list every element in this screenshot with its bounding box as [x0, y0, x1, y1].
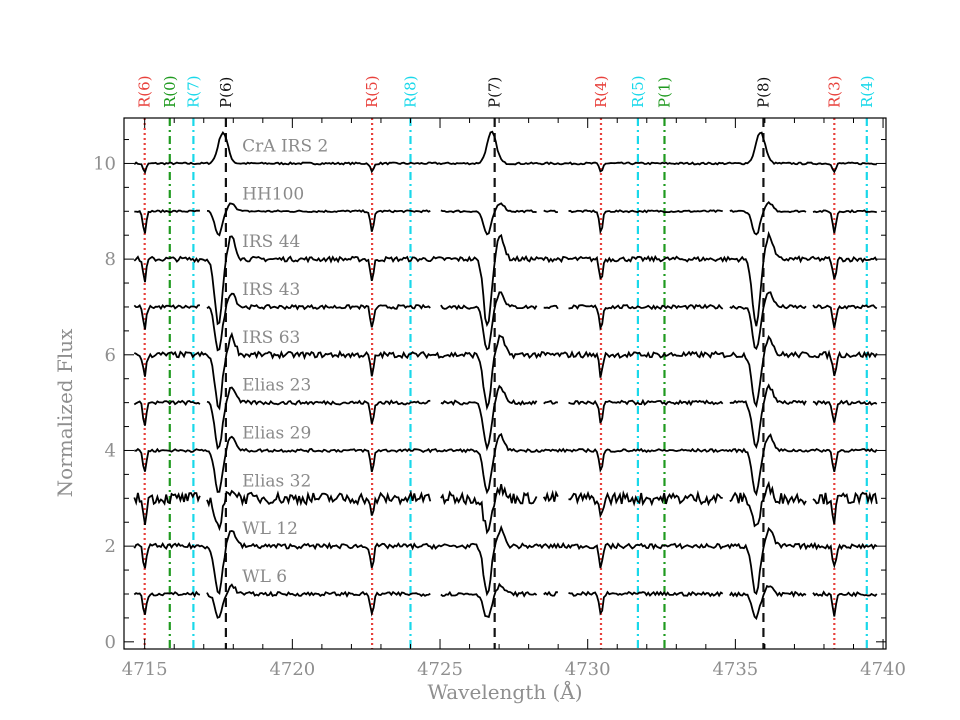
spectrum-5: [133, 383, 878, 452]
series-label-5: Elias 23: [242, 376, 311, 396]
x-axis-label: Wavelength (Å): [427, 679, 582, 704]
marker-label-12: R(4): [858, 75, 876, 108]
x-tick-label-2: 4725: [417, 659, 463, 680]
y-axis-label: Normalized Flux: [53, 328, 77, 497]
series-label-1: HH100: [242, 184, 304, 204]
marker-label-10: P(8): [754, 77, 772, 108]
y-tick-label-4: 8: [105, 249, 116, 270]
series-label-9: WL 6: [242, 567, 287, 587]
marker-label-2: R(7): [184, 75, 202, 108]
y-tick-label-2: 4: [105, 440, 116, 461]
spectrum-1: [134, 201, 877, 237]
series-label-0: CrA IRS 2: [242, 136, 328, 156]
y-tick-label-3: 6: [105, 345, 116, 366]
x-tick-label-4: 4735: [712, 659, 758, 680]
y-tick-label-1: 2: [105, 536, 116, 557]
x-axis: 4715 4720 4725 4730 4735 4740: [122, 118, 906, 680]
plot-frame: [123, 117, 887, 650]
spectrum-8: [133, 524, 878, 597]
spectrum-0: [133, 130, 877, 175]
marker-label-6: P(7): [486, 77, 504, 108]
marker-label-11: R(3): [825, 75, 843, 108]
marker-label-3: P(6): [217, 77, 235, 108]
spectrum-2: [133, 230, 878, 328]
marker-label-4: R(5): [363, 75, 381, 108]
spectrum-7: [133, 480, 878, 535]
spectrum-3: [133, 291, 878, 352]
y-axis: 0 2 4 6 8 10: [93, 139, 886, 653]
series-label-8: WL 12: [242, 519, 298, 539]
y-tick-label-0: 0: [105, 632, 116, 653]
series-label-3: IRS 43: [242, 280, 300, 300]
marker-label-8: R(5): [629, 75, 647, 108]
series-label-4: IRS 63: [242, 328, 300, 348]
x-tick-label-1: 4720: [269, 659, 315, 680]
spectrum-6: [134, 432, 878, 497]
marker-label-0: R(6): [136, 75, 154, 108]
series-label-6: Elias 29: [242, 423, 311, 443]
marker-label-9: P(1): [655, 77, 673, 108]
line-markers: R(6) R(0) R(7) P(6) R(5) R(8) P(7) R(4) R(5) P(1)…: [136, 75, 876, 649]
series-label-7: Elias 32: [242, 471, 311, 491]
marker-label-5: R(8): [401, 75, 419, 108]
y-tick-label-5: 10: [93, 153, 116, 174]
series-label-2: IRS 44: [242, 232, 300, 252]
x-tick-label-0: 4715: [122, 659, 168, 680]
spectra-series: CrA IRS 2 HH100 IRS 44 IRS 43 IRS 63 Elias 23…: [133, 130, 878, 621]
spectrum-4: [133, 331, 878, 411]
x-tick-label-3: 4730: [565, 659, 611, 680]
marker-label-7: R(4): [592, 75, 610, 108]
marker-label-1: R(0): [161, 75, 179, 108]
x-tick-label-5: 4740: [860, 659, 906, 680]
spectrum-9: [133, 582, 878, 621]
